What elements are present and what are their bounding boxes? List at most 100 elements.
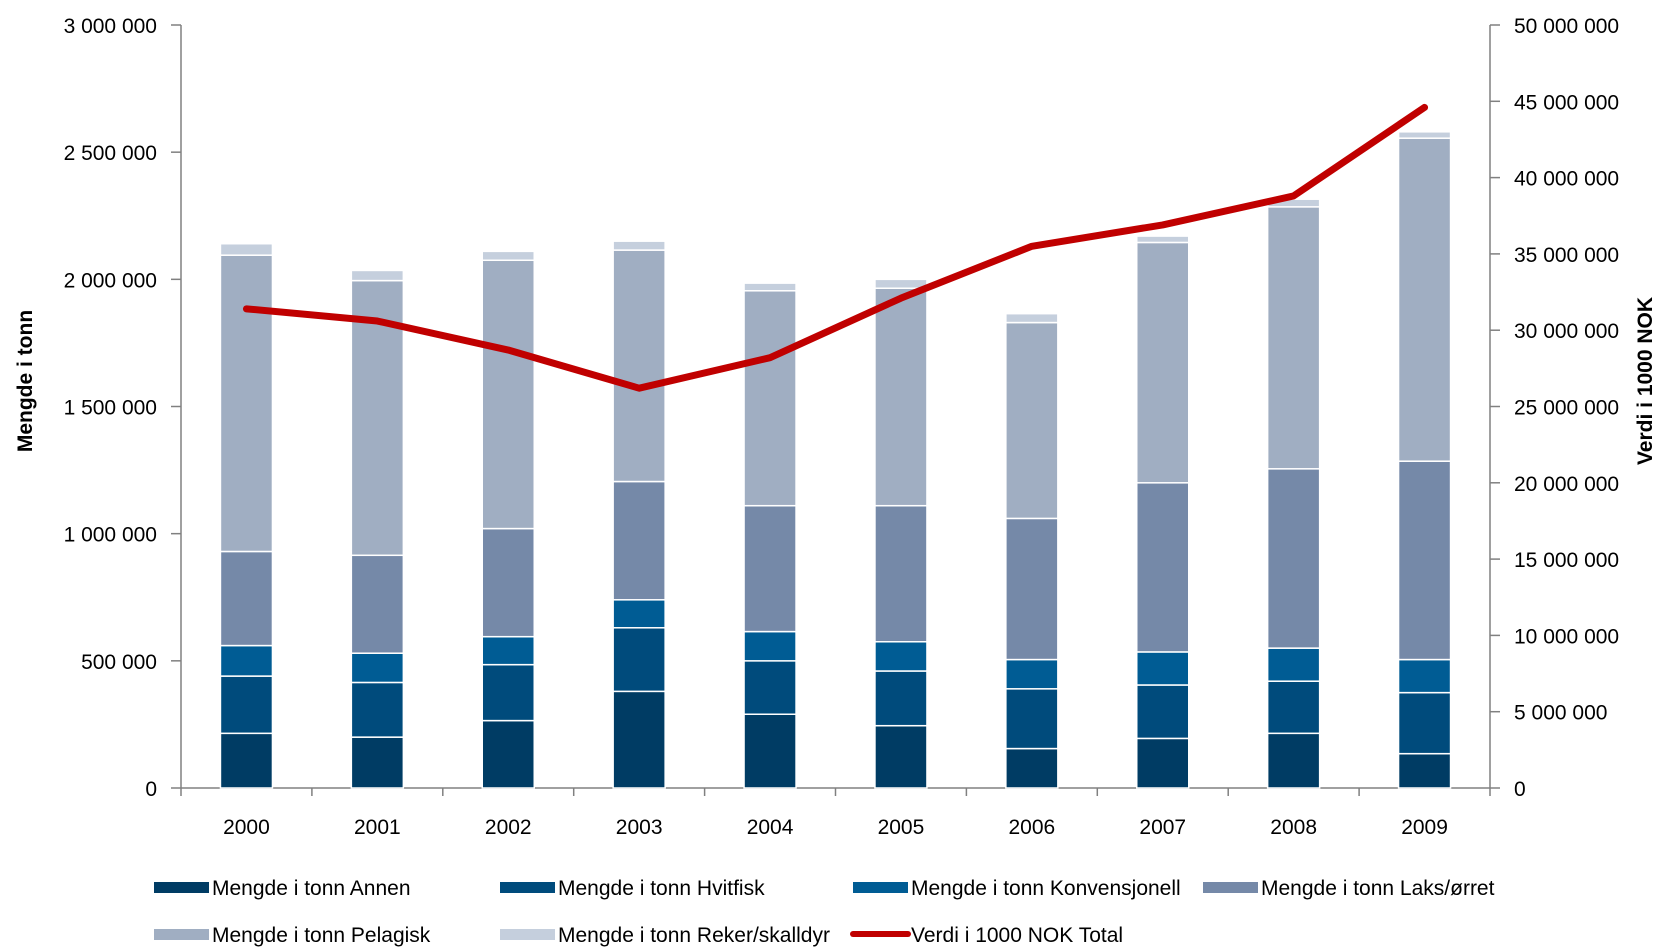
- bar-segment: [1397, 752, 1452, 789]
- bar-segment: [1136, 241, 1190, 484]
- bar-segment: [612, 599, 666, 629]
- plot-area: 0 500 000 1 000 000 1 500 000 2 000 000 2 500…: [64, 15, 1620, 839]
- bar-segment: [874, 641, 928, 672]
- y2-tick-label: 40 000 000: [1514, 168, 1619, 191]
- bar-segment: [350, 652, 405, 684]
- legend-swatch: [1203, 882, 1258, 893]
- bar-segment: [219, 550, 274, 647]
- y2-tick-label: 35 000 000: [1514, 244, 1619, 267]
- bar-segment: [1266, 468, 1321, 649]
- bar-segment: [1397, 460, 1452, 661]
- bar-segment: [874, 724, 928, 789]
- bar-segment: [743, 713, 797, 789]
- bar-segment: [874, 670, 928, 727]
- bar-segment: [1397, 658, 1452, 694]
- bar-segment: [874, 278, 928, 289]
- legend-label: Mengde i tonn Konvensjonell: [911, 877, 1181, 900]
- bar-segment: [481, 527, 535, 638]
- x-tick-label: 2004: [747, 816, 794, 839]
- bar-segment: [1136, 235, 1190, 244]
- bar-segment: [743, 290, 797, 507]
- legend-swatch: [500, 882, 555, 893]
- line-series-total: [242, 103, 1429, 392]
- x-tick-label: 2005: [878, 816, 925, 839]
- y2-tick-label: 15 000 000: [1514, 549, 1619, 572]
- bar-segment: [1266, 206, 1321, 470]
- legend-label: Verdi i 1000 NOK Total: [911, 924, 1123, 947]
- x-tick-label: 2003: [616, 816, 663, 839]
- bar-segment: [743, 660, 797, 715]
- legend: Mengde i tonn Annen Mengde i tonn Hvitfis…: [154, 877, 1495, 947]
- bar-segment: [481, 259, 535, 530]
- x-tick-label: 2009: [1401, 816, 1448, 839]
- bar-segment: [1136, 737, 1190, 789]
- legend-label: Mengde i tonn Hvitfisk: [558, 877, 765, 900]
- y-tick-label: 1 000 000: [64, 524, 157, 547]
- y-tick-label: 3 000 000: [64, 15, 157, 38]
- y2-tick-label: 0: [1514, 778, 1526, 801]
- bar-segment: [874, 504, 928, 643]
- bar-segment: [612, 249, 666, 483]
- bar-segment: [481, 250, 535, 262]
- y2-tick-label: 25 000 000: [1514, 397, 1619, 420]
- x-tick-label: 2000: [223, 816, 270, 839]
- x-tick-label: 2002: [485, 816, 532, 839]
- x-tick-label: 2007: [1139, 816, 1186, 839]
- bar-segment: [219, 732, 274, 789]
- y2-tick-label: 45 000 000: [1514, 91, 1619, 114]
- bar-segment: [612, 627, 666, 693]
- legend-swatch: [154, 929, 209, 940]
- bar-segment: [1005, 517, 1059, 661]
- bar-segment: [1005, 312, 1059, 324]
- bar-segment: [219, 644, 274, 677]
- bar-segment: [1136, 684, 1190, 740]
- y2-tick-label: 5 000 000: [1514, 702, 1607, 725]
- y2-tick-label: 10 000 000: [1514, 625, 1619, 648]
- legend-label: Mengde i tonn Reker/skalldyr: [558, 924, 830, 947]
- bar-segment: [1136, 482, 1190, 653]
- bar-segment: [350, 681, 405, 738]
- y-tick-label: 0: [145, 778, 157, 801]
- bar-segment: [743, 630, 797, 662]
- x-tick-label: 2001: [354, 816, 401, 839]
- bar-segment: [1397, 691, 1452, 755]
- x-tick-label: 2006: [1008, 816, 1055, 839]
- bar-segment: [1266, 732, 1321, 789]
- y-tick-label: 2 500 000: [64, 142, 157, 165]
- bar-segment: [1136, 651, 1190, 686]
- bar-segment: [1005, 658, 1059, 690]
- bar-segment: [481, 719, 535, 789]
- legend-label: Mengde i tonn Annen: [212, 877, 411, 900]
- bar-segment: [612, 480, 666, 601]
- bar-segment: [1005, 747, 1059, 789]
- y2-tick-label: 20 000 000: [1514, 473, 1619, 496]
- legend-swatch: [853, 882, 908, 893]
- bar-segment: [1266, 680, 1321, 735]
- bar-segment: [612, 240, 666, 251]
- x-tick-label: 2008: [1270, 816, 1317, 839]
- bar-segment: [219, 254, 274, 553]
- bar-segment: [350, 736, 405, 789]
- y-axis-title: Mengde i tonn: [14, 310, 37, 452]
- bar-segment: [874, 287, 928, 507]
- y-tick-label: 500 000: [81, 651, 157, 674]
- y-tick-label: 1 500 000: [64, 397, 157, 420]
- bar-segment: [219, 675, 274, 735]
- legend-label: Mengde i tonn Pelagisk: [212, 924, 431, 947]
- y-tick-label: 2 000 000: [64, 269, 157, 292]
- bar-segment: [481, 635, 535, 666]
- y2-tick-label: 30 000 000: [1514, 320, 1619, 343]
- bar-segment: [481, 663, 535, 722]
- bar-segment: [1005, 321, 1059, 520]
- bar-segment: [1266, 647, 1321, 682]
- bar-segment: [1397, 137, 1452, 462]
- bar-segment: [350, 269, 405, 282]
- bar-segment: [1397, 131, 1452, 139]
- bar-segment: [743, 282, 797, 292]
- y2-tick-label: 50 000 000: [1514, 15, 1619, 38]
- legend-swatch: [500, 929, 555, 940]
- bar-segment: [743, 504, 797, 633]
- y2-axis-title: Verdi i 1000 NOK: [1634, 297, 1657, 465]
- bar-segment: [219, 242, 274, 256]
